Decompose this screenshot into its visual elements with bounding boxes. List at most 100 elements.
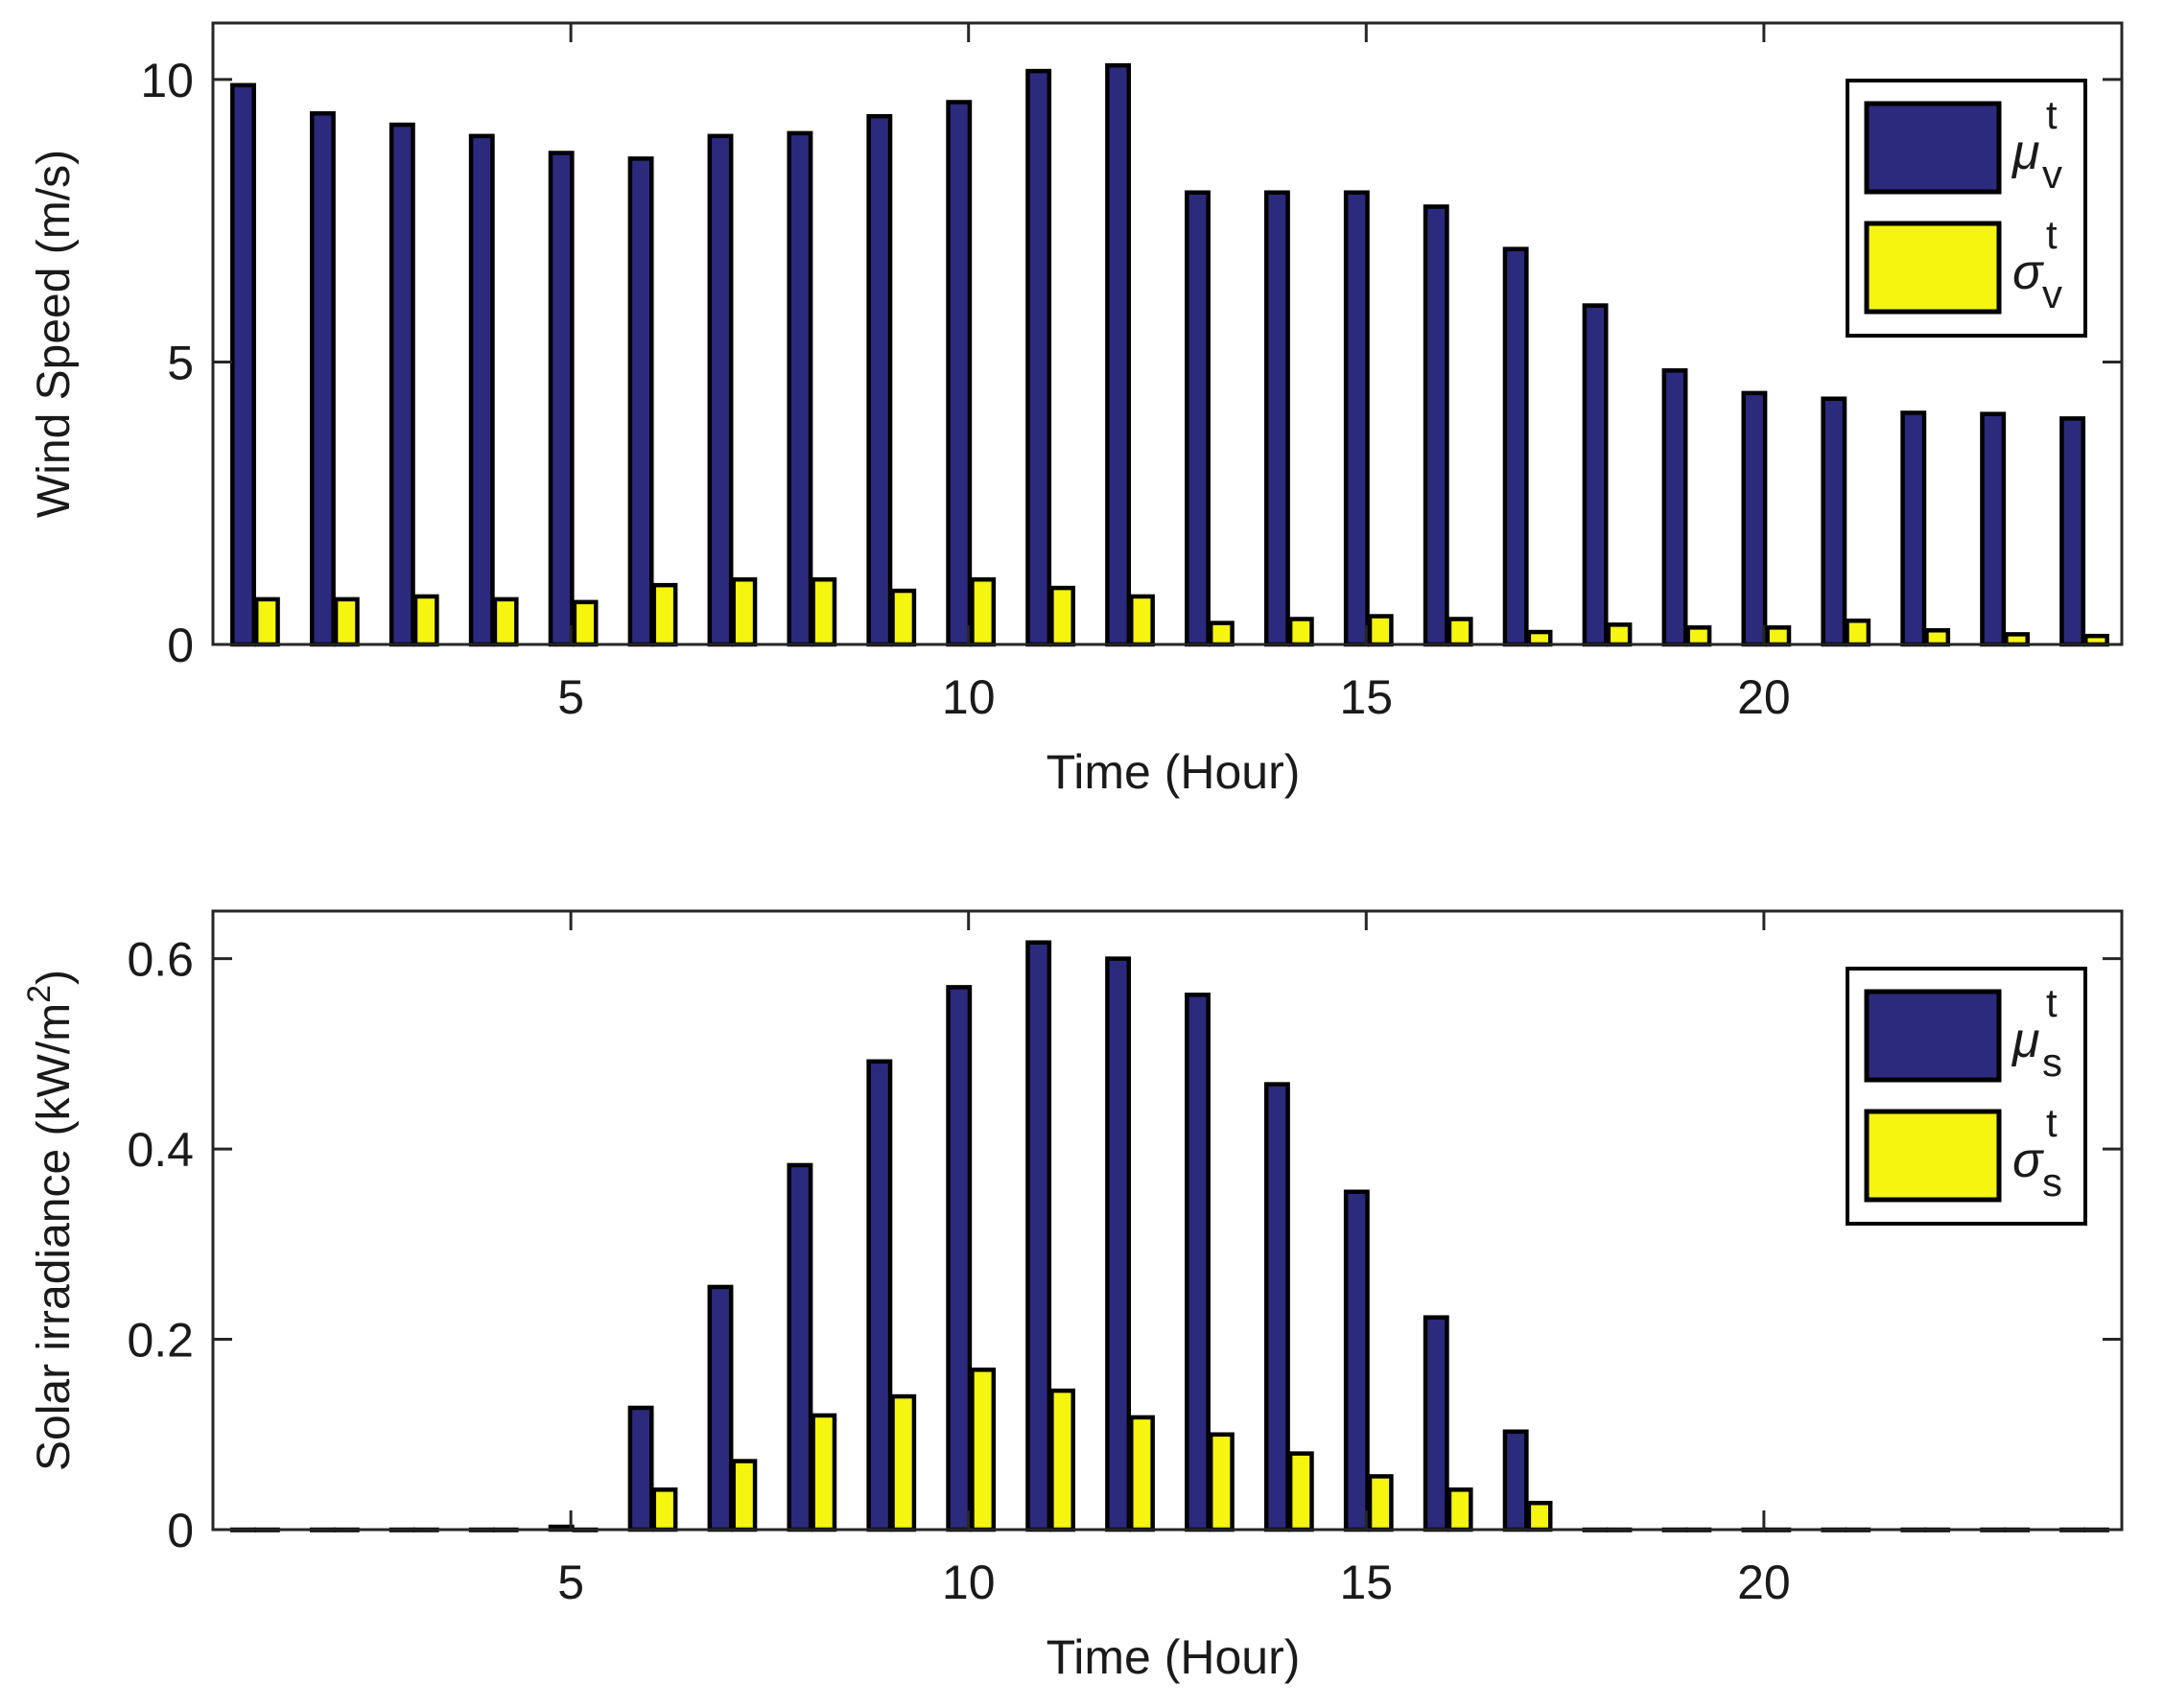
legend-label-sub: v [2042,271,2062,316]
legend-label-mean: μ [2011,1013,2040,1068]
y-tick-label: 0.2 [127,1314,194,1368]
mean-bar-14 [1263,1082,1290,1533]
legend-label-sub: v [2042,152,2062,197]
mean-bar-6 [627,156,654,647]
x-tick-label: 5 [557,670,584,724]
std-bar-16 [1447,1487,1473,1533]
mean-bar-16 [1423,1315,1449,1533]
std-bar-13 [1208,620,1235,647]
std-bar-18 [1606,622,1633,647]
mean-bar-19 [1661,368,1688,647]
std-bar-1 [253,597,280,647]
std-bar-6 [651,1487,678,1533]
y-tick-label: 0.4 [127,1123,194,1177]
std-bar-5 [572,599,599,647]
std-bar-2 [333,597,360,647]
std-bar-16 [1447,617,1473,647]
mean-bar-15 [1343,190,1370,647]
mean-bar-16 [1423,204,1449,647]
std-bar-8 [811,577,837,647]
std-bar-7 [731,577,758,647]
std-bar-17 [1526,1500,1553,1533]
mean-bar-20 [1741,390,1768,647]
mean-bar-4 [468,133,495,647]
legend-swatch-std [1864,221,2002,315]
mean-bar-11 [1025,68,1052,647]
std-bar-10 [970,1368,997,1533]
std-bar-14 [1287,1451,1314,1533]
legend-label-std: σ [2012,1133,2044,1188]
y-axis-label-sup: 2 [21,985,58,1003]
std-bar-19 [1685,625,1712,647]
mean-bar-6 [627,1405,654,1533]
mean-bar-21 [1821,396,1847,647]
std-bar-8 [811,1413,837,1533]
mean-bar-24 [2059,416,2086,647]
y-tick-label: 10 [140,54,194,107]
legend-label-sup: t [2046,1100,2058,1145]
mean-bar-2 [309,111,336,647]
y-tick-label: 0 [167,1504,194,1557]
mean-bar-7 [707,133,734,647]
legend-swatch-mean [1864,101,2002,195]
legend-label-mean: μ [2011,125,2040,180]
solar-irradiance-chart: 5 10 15 20 0 0.2 0.4 0.6 Time (Hour) Solar irradi… [21,909,2124,1684]
legend-label-sup: t [2046,980,2058,1025]
std-bar-13 [1208,1432,1235,1533]
mean-bar-13 [1185,993,1211,1533]
std-bar-17 [1526,629,1553,647]
mean-bar-12 [1105,956,1132,1533]
y-axis-label: Solar irradiance (kW/m2) [21,970,80,1471]
std-bar-6 [651,582,678,647]
std-bar-15 [1367,614,1394,647]
std-bar-12 [1129,1415,1155,1533]
x-tick-label: 20 [1737,1556,1791,1609]
mean-bar-10 [946,985,973,1533]
mean-bar-17 [1502,1429,1529,1533]
x-axis-label: Time (Hour) [1047,1630,1301,1684]
legend-label-sub: s [2042,1159,2062,1205]
std-bar-23 [2004,632,2030,647]
legend-label-sub: s [2042,1040,2062,1085]
std-bar-9 [890,588,917,647]
y-tick-label: 0.6 [127,933,194,987]
y-tick-label: 5 [167,336,194,389]
mean-bar-18 [1582,303,1609,647]
x-tick-label: 20 [1737,670,1791,724]
mean-bar-23 [1980,411,2007,647]
std-bar-21 [1845,619,1871,647]
mean-bar-17 [1502,246,1529,647]
std-bar-20 [1765,625,1792,647]
legend-label-sup: t [2046,212,2058,257]
std-bar-15 [1367,1474,1394,1533]
mean-bar-11 [1025,940,1052,1533]
legend-label-sup: t [2046,92,2058,137]
mean-bar-7 [707,1284,734,1533]
std-bar-14 [1287,617,1314,647]
mean-bar-1 [230,82,256,647]
std-bar-22 [1924,628,1951,647]
x-tick-label: 15 [1339,1556,1393,1609]
std-bar-9 [890,1393,917,1533]
std-bar-3 [412,594,439,647]
std-bar-7 [731,1459,758,1533]
legend-swatch-mean [1864,989,2002,1083]
std-bar-11 [1049,585,1075,647]
std-bar-12 [1129,594,1155,647]
std-bar-10 [970,577,997,647]
legend-label-std: σ [2012,245,2044,300]
std-bar-4 [492,597,519,647]
mean-bar-12 [1105,62,1132,647]
x-tick-label: 5 [557,1556,584,1609]
x-tick-label: 10 [942,670,996,724]
mean-bar-9 [866,1059,893,1533]
std-bar-11 [1049,1388,1075,1533]
mean-bar-3 [388,122,415,647]
mean-bar-8 [787,1162,813,1533]
mean-bar-14 [1263,190,1290,647]
mean-bar-15 [1343,1189,1370,1533]
x-axis-label: Time (Hour) [1047,745,1301,799]
mean-bar-10 [946,100,973,647]
